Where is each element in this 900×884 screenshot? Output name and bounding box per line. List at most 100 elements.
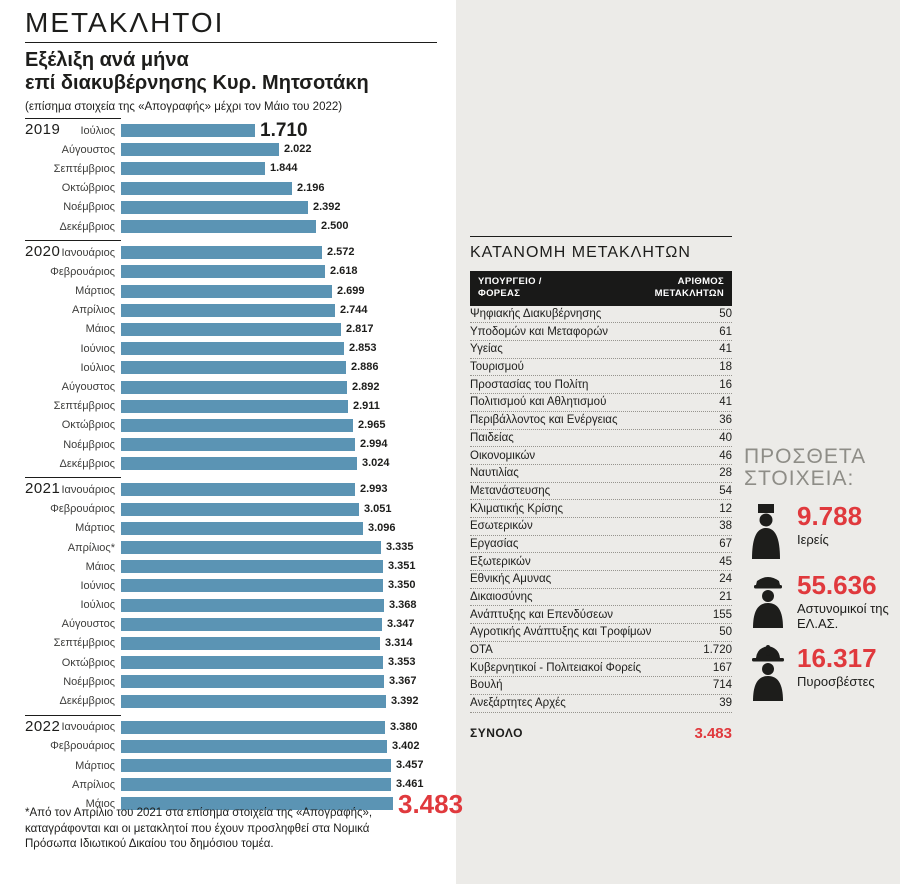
table-row: Εξωτερικών 45 [470, 553, 732, 571]
chart-bar [121, 124, 255, 138]
chart-row: Ιούλιος 3.368 [25, 596, 465, 615]
table-row: Εσωτερικών 38 [470, 518, 732, 536]
chart-bar [121, 418, 353, 432]
chart-row: Απρίλιος 3.461 [25, 775, 465, 794]
value-label: 1.710 [260, 120, 308, 142]
chart-row: Ιούνιος 2.853 [25, 339, 465, 358]
value-label: 3.457 [396, 759, 424, 772]
month-label: Δεκέμβριος [59, 220, 115, 233]
month-label: Νοέμβριος [63, 675, 115, 688]
year-group: 2022 Ιανουάριος 3.380 Φεβρουάριος 3.402 Μάρτι… [25, 711, 465, 819]
month-label: Οκτώβριος [61, 182, 115, 195]
table-header-ministry: ΥΠΟΥΡΓΕΙΟ / ΦΟΡΕΑΣ [478, 276, 542, 300]
month-label: Αύγουστος [61, 618, 115, 631]
chart-bar [121, 617, 382, 631]
month-label: Φεβρουάριος [50, 503, 115, 516]
chart-row: Ιανουάριος 2.572 [25, 243, 465, 262]
value-label: 3.096 [368, 521, 396, 534]
month-label: Απρίλιος* [67, 541, 115, 554]
month-label: Απρίλιος [72, 304, 115, 317]
ministry-count: 36 [719, 414, 732, 427]
ministry-count: 12 [719, 502, 732, 515]
chart-bar [121, 694, 386, 708]
ministry-count: 40 [719, 431, 732, 444]
value-label: 1.844 [270, 162, 298, 175]
value-label: 3.347 [387, 617, 415, 630]
month-label: Ιανουάριος [61, 246, 115, 259]
ministry-count: 155 [712, 608, 732, 621]
table-row: ΟΤΑ 1.720 [470, 642, 732, 660]
table-row: Ναυτιλίας 28 [470, 465, 732, 483]
chart-row: Δεκέμβριος 3.392 [25, 691, 465, 710]
table-header: ΥΠΟΥΡΓΕΙΟ / ΦΟΡΕΑΣ ΑΡΙΘΜΟΣ ΜΕΤΑΚΛΗΤΩΝ [470, 271, 732, 306]
year-rule [25, 714, 121, 716]
extra-stat-value: 16.317 [797, 642, 877, 673]
total-label: ΣΥΝΟΛΟ [470, 726, 523, 740]
chart-row: Αύγουστος 3.347 [25, 615, 465, 634]
ministry-count: 18 [719, 361, 732, 374]
extra-title-line-1: ΠΡΟΣΘΕΤΑ [744, 445, 867, 468]
chart-row: Νοέμβριος 2.392 [25, 198, 465, 217]
chart-row: Απρίλιος* 3.335 [25, 538, 465, 557]
month-label: Ιούλιος [80, 124, 115, 137]
year-label: 2021 [25, 480, 61, 498]
chart-row: Δεκέμβριος 2.500 [25, 217, 465, 236]
chart-footnote: *Από τον Απρίλιο του 2021 στα επίσημα στ… [25, 807, 373, 851]
table-total-row: ΣΥΝΟΛΟ 3.483 [470, 725, 732, 742]
table-row: Παιδείας 40 [470, 430, 732, 448]
month-label: Νοέμβριος [63, 201, 115, 214]
chart-bar [121, 438, 355, 452]
table-row: Ανεξάρτητες Αρχές 39 [470, 695, 732, 713]
value-label: 2.744 [340, 303, 368, 316]
chart-bar [121, 303, 335, 317]
extra-stat-text: 9.788 Ιερείς [797, 503, 862, 548]
extra-stats-list: 9.788 Ιερείς 55.636 Αστυνομικοί της ΕΛ.ΑΣ. 1… [744, 503, 896, 701]
value-label: 3.483 [398, 788, 464, 819]
chart-bar [121, 265, 325, 279]
ministry-count: 46 [719, 449, 732, 462]
chart-bar [121, 143, 279, 157]
value-label: 3.335 [386, 541, 414, 554]
month-label: Νοέμβριος [63, 438, 115, 451]
month-label: Αύγουστος [61, 143, 115, 156]
year-label: 2020 [25, 243, 61, 261]
chart-row: Οκτώβριος 3.353 [25, 653, 465, 672]
month-label: Σεπτέμβριος [53, 637, 115, 650]
chart-row: Μάιος 3.351 [25, 557, 465, 576]
ministry-count: 39 [719, 697, 732, 710]
ministry-name: Τουρισμού [470, 361, 524, 374]
table-row: Οικονομικών 46 [470, 447, 732, 465]
chart-bar [121, 636, 380, 650]
chart-bar [121, 200, 308, 214]
year-rule [25, 118, 121, 119]
chart-row: Νοέμβριος 3.367 [25, 672, 465, 691]
ministry-name: Παιδείας [470, 431, 514, 444]
table-row: Ψηφιακής Διακυβέρνησης 50 [470, 306, 732, 324]
chart-row: Σεπτέμβριος 3.314 [25, 634, 465, 653]
month-label: Φεβρουάριος [50, 265, 115, 278]
ministry-count: 61 [719, 325, 732, 338]
month-label: Μάρτιος [75, 759, 115, 772]
value-label: 2.392 [313, 200, 341, 213]
month-label: Ιούλιος [80, 599, 115, 612]
chart-row: Αύγουστος 2.892 [25, 377, 465, 396]
value-label: 3.461 [396, 778, 424, 791]
value-label: 2.965 [358, 418, 386, 431]
ministry-count: 714 [712, 679, 732, 692]
chart-row: Μάρτιος 2.699 [25, 282, 465, 301]
chart-row: Ιανουάριος 2.993 [25, 480, 465, 499]
ministry-name: Ψηφιακής Διακυβέρνησης [470, 308, 602, 321]
distribution-table: ΚΑΤΑΝΟΜΗ ΜΕΤΑΚΛΗΤΩΝ ΥΠΟΥΡΓΕΙΟ / ΦΟΡΕΑΣ Α… [470, 236, 732, 742]
table-row: Ανάπτυξης και Επενδύσεων 155 [470, 606, 732, 625]
extra-title-line-2: ΣΤΟΙΧΕΙΑ: [744, 467, 855, 491]
month-label: Ιούλιος [80, 361, 115, 374]
chart-row: Οκτώβριος 2.965 [25, 416, 465, 435]
police-icon [744, 572, 792, 629]
table-row: Βουλή 714 [470, 677, 732, 695]
chart-bar [121, 284, 332, 298]
right-panel-background [456, 0, 900, 884]
chart-row: Ιούλιος 2.886 [25, 358, 465, 377]
value-label: 2.911 [353, 399, 380, 412]
extra-stat-text: 16.317 Πυροσβέστες [797, 645, 877, 690]
ministry-name: Κυβερνητικοί - Πολιτειακοί Φορείς [470, 661, 642, 674]
